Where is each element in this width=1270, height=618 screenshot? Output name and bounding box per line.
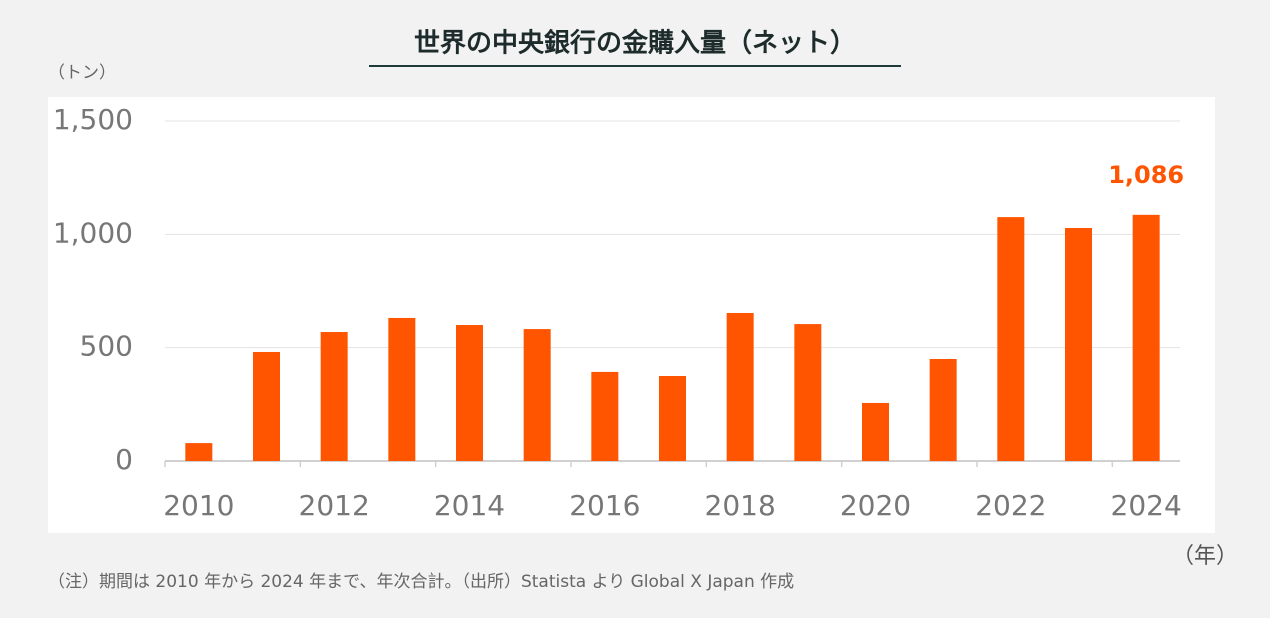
bar [1132, 214, 1160, 461]
x-tick-label: 2018 [705, 489, 776, 522]
y-tick-label: 1,500 [53, 103, 133, 136]
plot-background [48, 97, 1215, 533]
bar [456, 325, 483, 461]
x-tick-label: 2012 [299, 489, 370, 522]
bar [997, 217, 1025, 461]
x-tick-label: 2020 [840, 489, 911, 522]
y-tick-label: 500 [80, 330, 133, 363]
bar [659, 376, 686, 461]
y-axis-unit: （トン） [48, 63, 116, 83]
bar [185, 443, 213, 461]
x-axis-unit: （年） [1172, 544, 1238, 569]
y-tick-label: 0 [115, 443, 133, 476]
bar [253, 351, 280, 461]
x-tick-label: 2024 [1111, 489, 1182, 522]
bar [388, 317, 416, 461]
x-tick-label: 2022 [975, 489, 1046, 522]
x-tick-label: 2016 [569, 489, 640, 522]
chart-title: 世界の中央銀行の金購入量（ネット） [414, 28, 856, 59]
x-tick-label: 2014 [434, 489, 505, 522]
bar [794, 324, 822, 461]
bar [862, 402, 889, 461]
bar [523, 329, 551, 461]
bar [591, 371, 619, 461]
bar [726, 312, 754, 461]
y-tick-label: 1,000 [53, 216, 133, 249]
bar [1065, 227, 1092, 461]
value-label: 1,086 [1108, 161, 1184, 189]
footnote: （注）期間は 2010 年から 2024 年まで、年次合計。（出所）Statis… [48, 572, 794, 592]
bar [320, 332, 348, 461]
bar [929, 359, 957, 461]
x-tick-label: 2010 [163, 489, 234, 522]
